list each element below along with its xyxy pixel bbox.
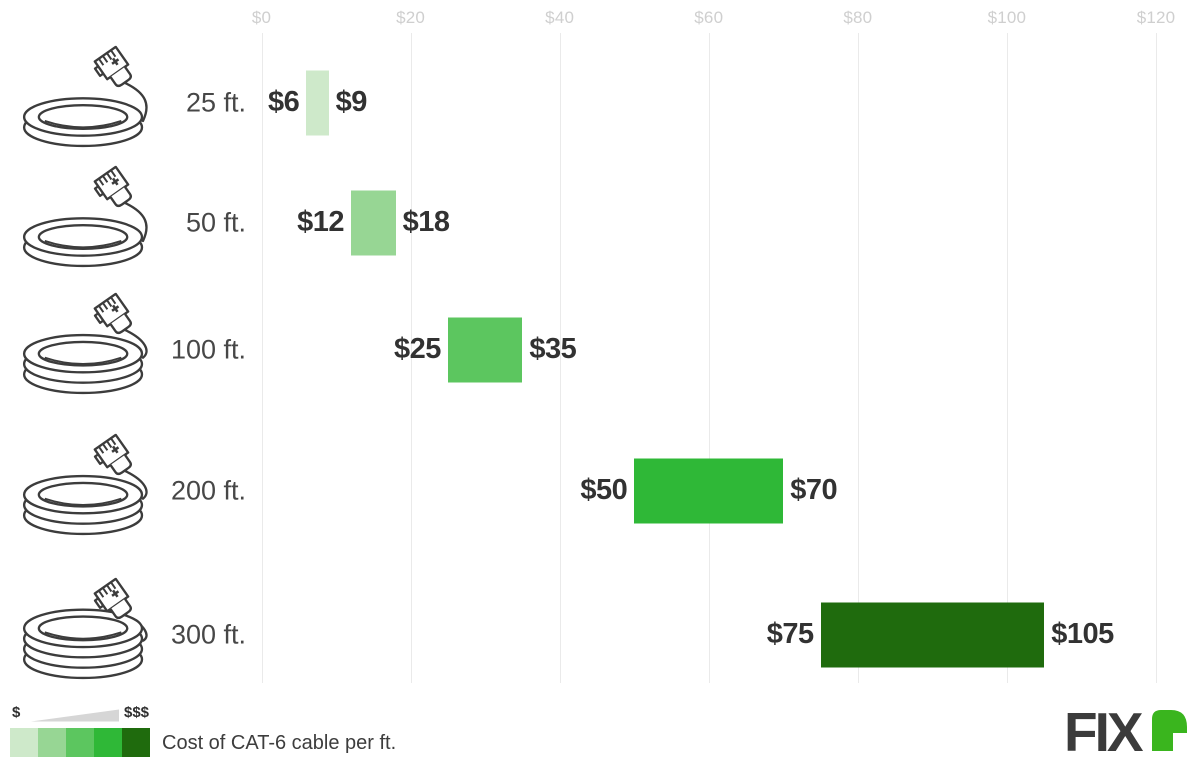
row-label: 100 ft. [170,334,246,365]
bar-max-value: $35 [529,332,577,365]
gridline [559,33,561,683]
legend-caption: Cost of CAT-6 cable per ft. [162,732,397,754]
cable-coil-icon [12,577,160,688]
x-axis-tick-label: $120 [1136,8,1176,27]
fixr-logo-accent-r [1152,710,1187,751]
range-bar [350,190,396,256]
legend-low-label: $ [12,704,21,721]
bar-min-value: $12 [297,205,344,238]
bar-max-value: $9 [335,85,368,118]
cable-coil-icon [12,45,160,156]
fixr-logo[interactable]: FIX [1064,701,1192,763]
x-axis-tick-label: $60 [694,8,724,27]
chart-row: 200 ft. $50 $70 [0,433,1200,547]
cable-coil-icon [12,292,160,403]
bar-max-value: $18 [402,205,450,238]
gridline [1006,33,1008,683]
bar-min-value: $6 [267,85,300,118]
bar-max-value: $70 [790,473,838,506]
gridline [410,33,412,683]
gridline [708,33,710,683]
row-label: 50 ft. [185,207,246,238]
fixr-logo-graphic: FIX [1064,701,1187,763]
range-bar [306,70,329,136]
cable-coil-icon [12,165,160,276]
legend-color-scale [10,728,150,757]
range-bar [634,458,784,524]
legend-swatch [10,728,38,757]
legend-swatch [122,728,150,757]
legend-swatch [94,728,122,757]
x-axis-tick-label: $20 [396,8,426,27]
legend-wedge-icon [31,709,119,722]
x-axis-tick-label: $100 [987,8,1027,27]
row-label: 300 ft. [170,619,246,650]
gridline [857,33,859,683]
chart-row: 50 ft. $12 $18 [0,165,1200,279]
bar-max-value: $105 [1051,617,1114,650]
bar-min-value: $75 [766,617,814,650]
legend-swatch [38,728,66,757]
fixr-logo-text: FIX [1066,709,1144,761]
gridline [261,33,263,683]
row-label: 25 ft. [185,87,246,118]
range-bar [820,602,1045,668]
gridline [1156,33,1157,683]
legend-high-label: $$$ [124,704,150,721]
chart-row: 25 ft. $6 $9 [0,45,1200,159]
bar-min-value: $50 [580,473,628,506]
legend-swatch [66,728,94,757]
x-axis-tick-label: $80 [843,8,873,27]
x-axis-tick-label: $40 [545,8,575,27]
chart-row: 100 ft. $25 $35 [0,292,1200,406]
row-label: 200 ft. [170,475,246,506]
cable-coil-icon [12,433,160,544]
chart-row: 300 ft. $75 $105 [0,577,1200,691]
range-bar [447,317,523,383]
bar-min-value: $25 [393,332,441,365]
x-axis-tick-label: $0 [251,8,272,27]
